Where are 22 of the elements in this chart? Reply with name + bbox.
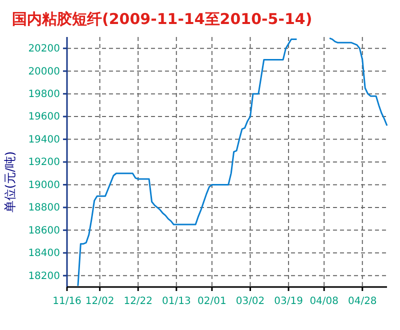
y-tick-label: 19200 bbox=[28, 157, 60, 168]
x-tick-label: 02/01 bbox=[198, 296, 226, 307]
y-axis-title: 单位(元/吨) bbox=[3, 151, 17, 213]
x-tick-label: 03/02 bbox=[236, 296, 265, 307]
y-tick-label: 18400 bbox=[28, 248, 60, 260]
x-tick-label: 03/19 bbox=[274, 296, 303, 307]
y-tick-label: 19000 bbox=[28, 180, 60, 191]
x-tick-label: 12/02 bbox=[85, 296, 114, 307]
y-tick-label: 20200 bbox=[28, 44, 60, 55]
y-tick-label: 18800 bbox=[28, 202, 60, 214]
y-tick-label: 19400 bbox=[28, 134, 60, 146]
x-tick-label: 04/08 bbox=[310, 296, 339, 307]
x-tick-label: 11/16 bbox=[52, 296, 82, 307]
y-tick-label: 18600 bbox=[28, 225, 60, 236]
y-tick-label: 19600 bbox=[28, 112, 60, 123]
x-tick-label: 01/13 bbox=[162, 296, 191, 307]
x-tick-label: 04/28 bbox=[348, 296, 377, 307]
y-tick-label: 20000 bbox=[28, 66, 60, 78]
y-tick-label: 19800 bbox=[28, 89, 60, 100]
y-tick-label: 18200 bbox=[28, 270, 60, 282]
x-tick-label: 12/22 bbox=[124, 296, 153, 307]
chart-title: 国内粘胶短纤(2009-11-14至2010-5-14) bbox=[12, 10, 312, 28]
